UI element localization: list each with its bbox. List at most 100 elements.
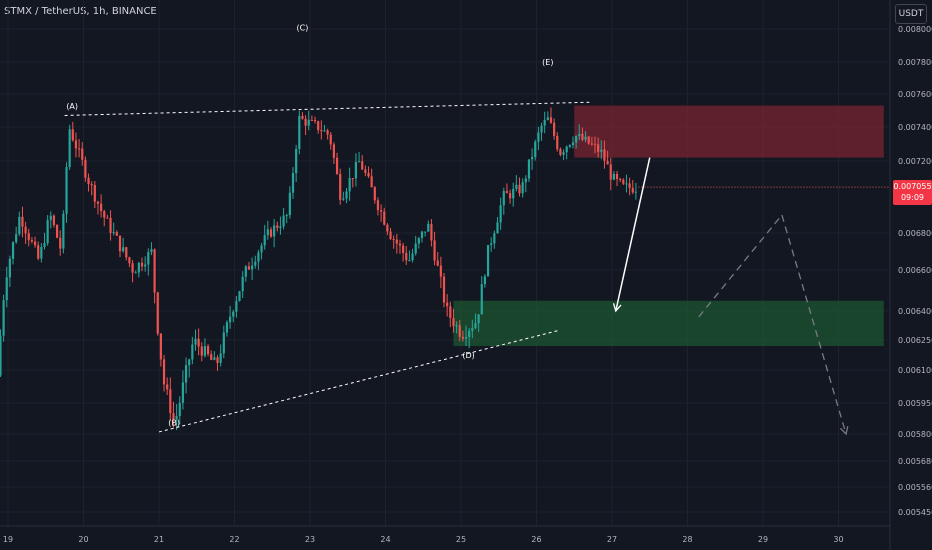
candle-body (351, 178, 354, 180)
candle-body (575, 136, 578, 143)
candle-body (524, 178, 527, 183)
candle-body (40, 246, 43, 259)
candle-body (100, 203, 103, 212)
candle-body (115, 232, 118, 236)
candle-body (285, 215, 288, 217)
candle-body (587, 136, 590, 144)
candle-body (553, 122, 556, 136)
candle-body (379, 210, 383, 212)
grid (0, 0, 890, 526)
projection-arrowhead (612, 303, 622, 313)
candle-body (578, 133, 581, 137)
candle-body (408, 260, 411, 262)
candle-body (392, 238, 395, 240)
candle-body (159, 333, 162, 360)
candle-body (562, 152, 565, 155)
candle-body (317, 121, 320, 131)
candle-body (166, 384, 169, 390)
currency-button[interactable]: USDT (895, 4, 927, 24)
candle-body (11, 242, 15, 259)
candle-body (505, 191, 509, 194)
candle-body (153, 249, 156, 293)
candle-body (477, 314, 480, 324)
wave-label: (A) (66, 102, 78, 111)
candle-body (247, 266, 251, 270)
candle-body (357, 161, 361, 163)
candle-body (634, 191, 638, 193)
candle-body (631, 187, 634, 193)
candle-body (515, 184, 518, 189)
candle-body (71, 129, 74, 141)
candle-body (420, 231, 424, 239)
symbol-title: STMX / TetherUS, 1h, BINANCE (4, 6, 157, 17)
candle-body (496, 222, 499, 234)
wave-label: (C) (297, 24, 309, 33)
projection-segment-2 (698, 214, 783, 318)
candle-body (216, 357, 219, 363)
last-price-tag: 0.007055 09:09 (893, 180, 932, 205)
candle-body (74, 140, 78, 149)
candle-body (251, 265, 254, 270)
candle-body (200, 346, 203, 356)
candle-body (518, 184, 521, 194)
candle-body (436, 260, 439, 266)
candle-body (474, 323, 477, 329)
candle-body (137, 262, 140, 273)
candle-body (452, 317, 455, 327)
candle-body (364, 169, 367, 173)
candle-body (62, 213, 65, 249)
candle-body (260, 245, 263, 253)
candle-body (244, 266, 247, 277)
candle-body (521, 182, 524, 194)
wave-label: (B) (168, 419, 180, 428)
candle-body (446, 302, 449, 307)
candle-body (301, 115, 304, 119)
candle-body (395, 239, 398, 244)
candle-body (106, 217, 109, 219)
candle-body (213, 357, 216, 360)
x-tick-label: 21 (154, 535, 164, 544)
y-tick-label: 0.005450 (898, 508, 932, 517)
candle-body (238, 291, 241, 301)
candle-body (480, 284, 483, 315)
candle-body (417, 238, 420, 244)
x-tick-label: 19 (3, 535, 13, 544)
candle-body (612, 173, 615, 180)
candle-body (584, 136, 587, 140)
candle-body (313, 120, 317, 122)
x-tick-label: 24 (380, 535, 390, 544)
candle-body (65, 167, 68, 214)
candle-body (439, 265, 442, 277)
candle-body (625, 183, 628, 185)
candle-body (222, 332, 225, 354)
candle-body (181, 382, 185, 403)
candle-body (172, 413, 175, 420)
supply-zone (574, 105, 884, 158)
candle-body (345, 191, 348, 199)
candle-body (8, 258, 11, 278)
candle-body (424, 231, 427, 233)
candle-body (348, 178, 351, 192)
candle-body (468, 330, 471, 337)
candle-body (433, 240, 436, 261)
candle-body (628, 183, 631, 188)
candle-body (332, 144, 336, 158)
x-tick-label: 22 (229, 535, 239, 544)
last-price-value: 0.007055 (893, 182, 932, 191)
x-tick-label: 25 (456, 535, 466, 544)
candle-body (147, 252, 150, 265)
candle-body (398, 243, 402, 246)
candle-body (197, 338, 200, 347)
candle-body (210, 354, 213, 360)
candle-body (376, 200, 380, 211)
candle-body (549, 117, 553, 123)
candle-body (128, 257, 131, 264)
candle-body (144, 264, 147, 267)
candle-body (15, 234, 18, 243)
candle-body (606, 160, 609, 165)
candle-body (449, 306, 452, 318)
